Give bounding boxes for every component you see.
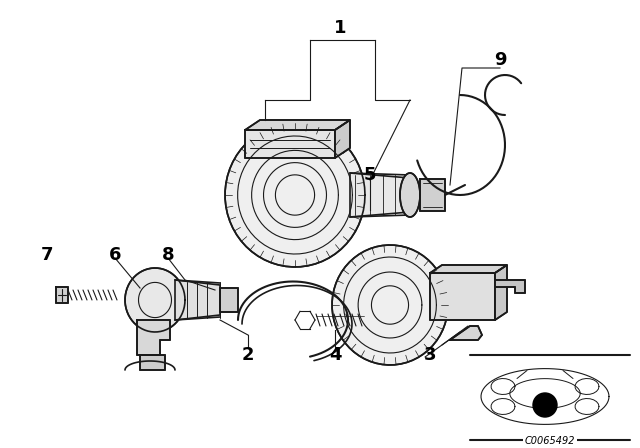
- Text: 9: 9: [493, 51, 506, 69]
- Text: 3: 3: [424, 346, 436, 364]
- Text: 2: 2: [242, 346, 254, 364]
- Polygon shape: [225, 123, 365, 267]
- Text: 8: 8: [162, 246, 174, 264]
- Polygon shape: [430, 273, 495, 320]
- Polygon shape: [56, 287, 68, 303]
- Polygon shape: [495, 265, 507, 320]
- Polygon shape: [350, 173, 410, 217]
- Polygon shape: [430, 265, 507, 273]
- Polygon shape: [495, 280, 525, 293]
- Polygon shape: [220, 288, 238, 312]
- Polygon shape: [125, 268, 185, 332]
- Text: C0065492: C0065492: [525, 436, 575, 446]
- Polygon shape: [245, 120, 350, 130]
- Polygon shape: [137, 320, 170, 355]
- Polygon shape: [332, 245, 448, 365]
- Polygon shape: [450, 326, 482, 340]
- Polygon shape: [335, 120, 350, 158]
- Polygon shape: [420, 179, 445, 211]
- Polygon shape: [245, 130, 335, 158]
- Polygon shape: [400, 173, 420, 217]
- Text: 6: 6: [109, 246, 121, 264]
- Text: 7: 7: [41, 246, 53, 264]
- Polygon shape: [175, 280, 220, 320]
- Circle shape: [533, 393, 557, 417]
- Text: 5: 5: [364, 166, 376, 184]
- Text: 4: 4: [329, 346, 341, 364]
- Text: 1: 1: [333, 19, 346, 37]
- Polygon shape: [140, 355, 165, 370]
